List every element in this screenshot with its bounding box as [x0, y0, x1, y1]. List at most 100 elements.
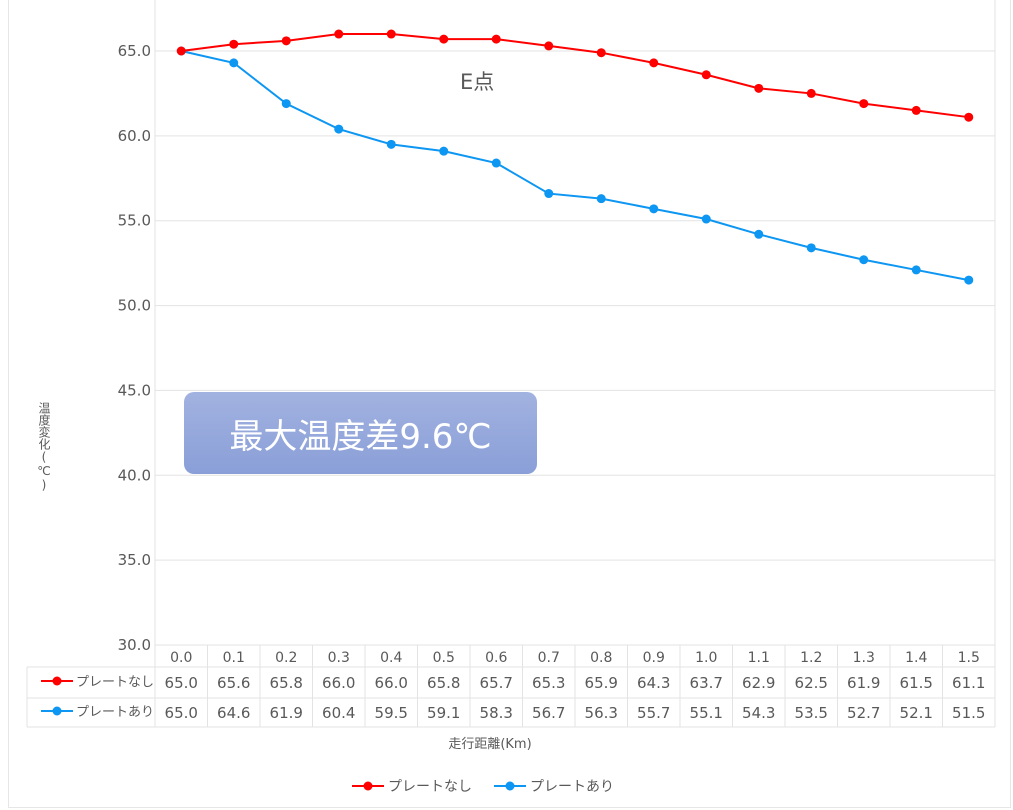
y-tick-label: 50.0 [118, 297, 151, 315]
data-point-marker [806, 88, 816, 98]
table-cell: 62.9 [742, 674, 775, 692]
legend-label: プレートあり [530, 779, 614, 795]
table-cell: 65.8 [270, 674, 303, 692]
table-cell: 64.6 [217, 704, 250, 722]
data-point-marker [439, 34, 449, 44]
y-axis-label: 温度変化(℃) [37, 402, 51, 492]
legend-item-with-plate[interactable]: プレートあり [494, 776, 614, 796]
table-cell: 60.4 [322, 704, 355, 722]
data-point-marker [596, 48, 606, 58]
data-point-marker [334, 124, 344, 134]
table-cell: 54.3 [742, 704, 775, 722]
x-category-label: 0.6 [485, 650, 507, 666]
table-cell: 64.3 [637, 674, 670, 692]
data-point-marker [596, 194, 606, 204]
table-cell: 65.0 [165, 704, 198, 722]
legend-item-no-plate[interactable]: プレートなし [352, 776, 472, 796]
data-point-marker [544, 189, 554, 199]
data-point-marker [281, 36, 291, 46]
x-category-label: 0.8 [590, 650, 612, 666]
y-tick-label: 55.0 [118, 212, 151, 230]
x-category-label: 1.1 [748, 650, 770, 666]
table-cell: 53.5 [795, 704, 828, 722]
x-category-label: 0.9 [643, 650, 665, 666]
data-table: 0.0 0.1 0.2 0.3 0.4 0.5 0.6 0.7 0.8 0.9 1.0 1.1 1.2 1… [26, 644, 996, 728]
table-cell: 56.7 [532, 704, 565, 722]
data-point-marker [649, 58, 659, 68]
table-cell: 65.7 [480, 674, 513, 692]
data-point-marker [649, 204, 659, 214]
gridlines [154, 0, 996, 727]
data-point-marker [701, 70, 711, 80]
table-cell: 61.9 [270, 704, 303, 722]
data-point-marker [334, 29, 344, 39]
x-category-label: 1.5 [958, 650, 980, 666]
table-cell: 56.3 [585, 704, 618, 722]
series-line [181, 50, 969, 282]
data-point-marker [386, 29, 396, 39]
table-cell: 58.3 [480, 704, 513, 722]
data-point-marker [806, 243, 816, 253]
data-point-marker [229, 39, 239, 49]
x-category-label: 0.7 [538, 650, 560, 666]
table-cell: 62.5 [795, 674, 828, 692]
data-point-marker [964, 112, 974, 122]
data-point-marker [859, 99, 869, 109]
table-cell: 65.0 [165, 674, 198, 692]
table-series-label: プレートあり [76, 705, 154, 720]
data-point-marker [859, 255, 869, 265]
x-category-label: 1.2 [800, 650, 822, 666]
x-category-label: 0.4 [380, 650, 402, 666]
y-tick-label: 65.0 [118, 42, 151, 60]
table-cell: 55.1 [690, 704, 723, 722]
table-cell: 65.9 [585, 674, 618, 692]
table-cell: 65.3 [532, 674, 565, 692]
x-axis-title: 走行距離(Km) [448, 737, 532, 752]
max-temperature-difference-callout: 最大温度差9.6℃ [184, 392, 537, 474]
table-cell: 66.0 [322, 674, 355, 692]
table-cell: 63.7 [690, 674, 723, 692]
data-point-marker [964, 275, 974, 285]
y-tick-label: 30.0 [118, 636, 151, 654]
data-point-marker [229, 58, 239, 68]
y-tick-label: 45.0 [118, 381, 151, 399]
y-tick-label: 60.0 [118, 127, 151, 145]
chart-frame [8, 0, 1011, 808]
x-category-label: 0.0 [170, 650, 192, 666]
e-point-annotation: E点 [460, 70, 495, 94]
x-category-label: 1.3 [853, 650, 875, 666]
x-category-label: 0.3 [328, 650, 350, 666]
data-point-marker [754, 229, 764, 239]
data-point-marker [491, 34, 501, 44]
blue-line-marker-icon [494, 781, 526, 791]
data-point-marker [176, 46, 186, 56]
table-cell: 61.1 [952, 674, 985, 692]
table-cell: 51.5 [952, 704, 985, 722]
series-lines [176, 29, 974, 285]
table-series-label: プレートなし [76, 675, 154, 690]
table-cell: 59.1 [427, 704, 460, 722]
table-cell: 55.7 [637, 704, 670, 722]
y-axis-ticks: 65.0 60.0 55.0 50.0 45.0 40.0 35.0 30.0 [118, 42, 151, 654]
table-cell: 59.5 [375, 704, 408, 722]
table-cell: 66.0 [375, 674, 408, 692]
x-category-label: 0.2 [275, 650, 297, 666]
x-category-label: 1.4 [905, 650, 927, 666]
data-point-marker [386, 139, 396, 149]
x-category-label: 0.5 [433, 650, 455, 666]
table-cell: 52.1 [900, 704, 933, 722]
data-point-marker [439, 146, 449, 156]
data-point-marker [544, 41, 554, 51]
data-point-marker [491, 158, 501, 168]
y-tick-label: 35.0 [118, 551, 151, 569]
legend: プレートなし プレートあり [352, 776, 614, 796]
table-cell: 65.6 [217, 674, 250, 692]
x-category-label: 1.0 [695, 650, 717, 666]
data-point-marker [281, 99, 291, 109]
table-cell: 52.7 [847, 704, 880, 722]
x-category-label: 0.1 [223, 650, 245, 666]
data-point-marker [911, 105, 921, 115]
y-tick-label: 40.0 [118, 466, 151, 484]
data-point-marker [701, 214, 711, 224]
